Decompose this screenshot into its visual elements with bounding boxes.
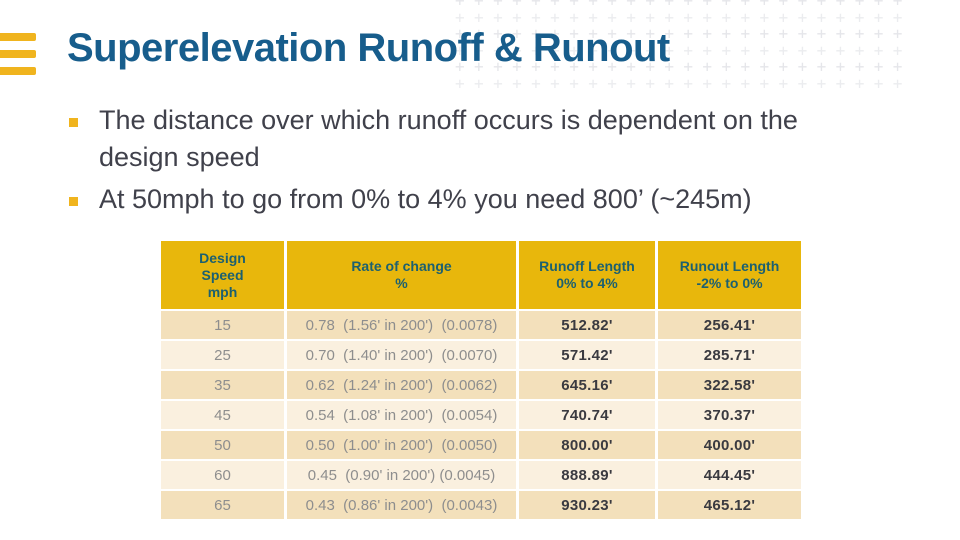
- cell-design-speed: 60: [161, 461, 284, 489]
- cell-runoff-length: 740.74': [519, 401, 655, 429]
- column-header-rate-of-change: Rate of change %: [287, 241, 516, 309]
- bullet-text: The distance over which runoff occurs is…: [99, 105, 798, 172]
- cell-design-speed: 50: [161, 431, 284, 459]
- column-header-design-speed: Design Speed mph: [161, 241, 284, 309]
- table-row: 60 0.45 (0.90' in 200') (0.0045) 888.89'…: [161, 461, 801, 489]
- cell-runoff-length: 888.89': [519, 461, 655, 489]
- cell-rate-of-change: 0.43 (0.86' in 200') (0.0043): [287, 491, 516, 519]
- cell-runout-length: 370.37': [658, 401, 801, 429]
- plus-pattern-row: ++++++++++++++++++++++++: [455, 73, 912, 93]
- cell-rate-of-change: 0.45 (0.90' in 200') (0.0045): [287, 461, 516, 489]
- page-title: Superelevation Runoff & Runout: [67, 26, 670, 70]
- cell-rate-of-change: 0.70 (1.40' in 200') (0.0070): [287, 341, 516, 369]
- plus-pattern-row: ++++++++++++++++++++++++: [455, 40, 912, 60]
- table-row: 25 0.70 (1.40' in 200') (0.0070) 571.42'…: [161, 341, 801, 369]
- cell-runout-length: 285.71': [658, 341, 801, 369]
- cell-runout-length: 400.00': [658, 431, 801, 459]
- cell-runout-length: 322.58': [658, 371, 801, 399]
- cell-runoff-length: 930.23': [519, 491, 655, 519]
- cell-design-speed: 15: [161, 311, 284, 339]
- cell-runoff-length: 512.82': [519, 311, 655, 339]
- cell-runoff-length: 571.42': [519, 341, 655, 369]
- cell-rate-of-change: 0.62 (1.24' in 200') (0.0062): [287, 371, 516, 399]
- table-row: 15 0.78 (1.56' in 200') (0.0078) 512.82'…: [161, 311, 801, 339]
- menu-bar: [0, 50, 36, 58]
- table-row: 65 0.43 (0.86' in 200') (0.0043) 930.23'…: [161, 491, 801, 519]
- plus-pattern-row: ++++++++++++++++++++++++: [455, 57, 912, 76]
- plus-pattern-row: ++++++++++++++++++++++++: [455, 24, 912, 43]
- cell-runoff-length: 645.16': [519, 371, 655, 399]
- cell-runoff-length: 800.00': [519, 431, 655, 459]
- cell-rate-of-change: 0.54 (1.08' in 200') (0.0054): [287, 401, 516, 429]
- table-row: 45 0.54 (1.08' in 200') (0.0054) 740.74'…: [161, 401, 801, 429]
- cell-design-speed: 25: [161, 341, 284, 369]
- bullet-square-icon: [69, 118, 78, 127]
- menu-bar: [0, 33, 36, 41]
- bullet-item: At 50mph to go from 0% to 4% you need 80…: [69, 181, 909, 218]
- plus-pattern: ++++++++++++++++++++++++ +++++++++++++++…: [455, 0, 925, 93]
- menu-bar: [0, 67, 36, 75]
- table-row: 35 0.62 (1.24' in 200') (0.0062) 645.16'…: [161, 371, 801, 399]
- column-header-runoff-length: Runoff Length 0% to 4%: [519, 241, 655, 309]
- cell-rate-of-change: 0.78 (1.56' in 200') (0.0078): [287, 311, 516, 339]
- plus-pattern-row: ++++++++++++++++++++++++: [455, 0, 912, 10]
- menu-bars-icon: [0, 33, 36, 84]
- bullet-text: At 50mph to go from 0% to 4% you need 80…: [99, 184, 752, 214]
- cell-design-speed: 65: [161, 491, 284, 519]
- column-header-runout-length: Runout Length -2% to 0%: [658, 241, 801, 309]
- table-header-row: Design Speed mph Rate of change % Runoff…: [161, 241, 801, 309]
- cell-design-speed: 45: [161, 401, 284, 429]
- cell-design-speed: 35: [161, 371, 284, 399]
- bullet-square-icon: [69, 197, 78, 206]
- cell-runout-length: 256.41': [658, 311, 801, 339]
- plus-pattern-row: ++++++++++++++++++++++++: [455, 7, 912, 27]
- data-table: Design Speed mph Rate of change % Runoff…: [158, 239, 804, 521]
- cell-rate-of-change: 0.50 (1.00' in 200') (0.0050): [287, 431, 516, 459]
- table-row: 50 0.50 (1.00' in 200') (0.0050) 800.00'…: [161, 431, 801, 459]
- cell-runout-length: 465.12': [658, 491, 801, 519]
- bullet-item: The distance over which runoff occurs is…: [69, 102, 909, 176]
- bullet-list: The distance over which runoff occurs is…: [69, 102, 909, 223]
- cell-runout-length: 444.45': [658, 461, 801, 489]
